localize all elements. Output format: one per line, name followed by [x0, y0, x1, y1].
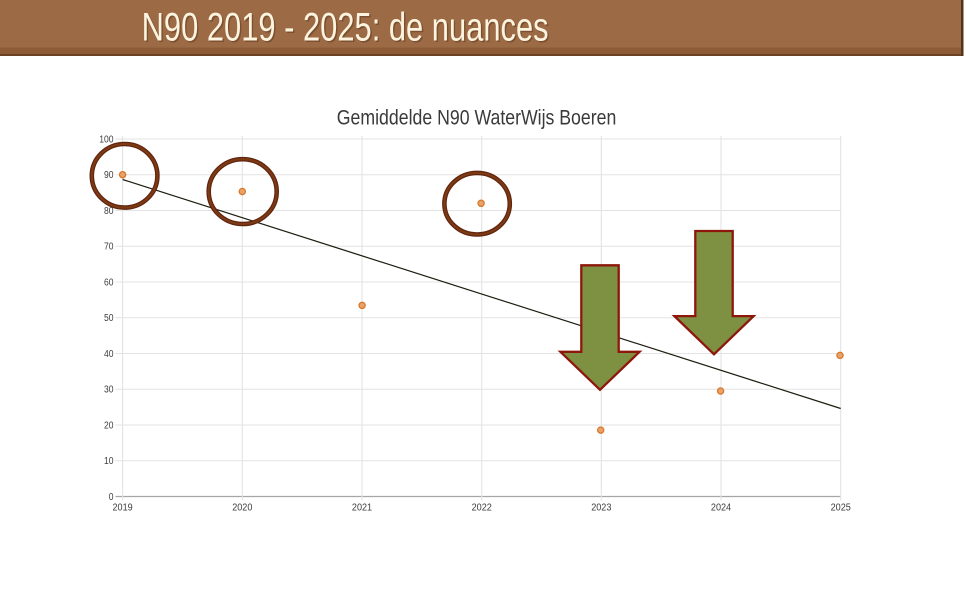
svg-text:100: 100 — [99, 134, 114, 145]
svg-text:2025: 2025 — [831, 503, 852, 514]
svg-text:10: 10 — [104, 456, 114, 467]
svg-text:2021: 2021 — [352, 503, 373, 514]
svg-text:50: 50 — [104, 313, 114, 324]
svg-text:20: 20 — [104, 420, 114, 431]
svg-text:80: 80 — [104, 206, 114, 217]
svg-text:N90 2019 - 2025: de nuances: N90 2019 - 2025: de nuances — [142, 5, 549, 49]
svg-text:70: 70 — [104, 242, 114, 253]
svg-text:40: 40 — [104, 349, 114, 360]
svg-text:2019: 2019 — [113, 503, 134, 514]
svg-text:N90 2019 - 2025: de nuances: N90 2019 - 2025: de nuances — [143, 7, 550, 51]
svg-text:2020: 2020 — [232, 503, 253, 514]
svg-text:90: 90 — [104, 170, 114, 181]
svg-text:60: 60 — [104, 277, 114, 288]
svg-text:2024: 2024 — [711, 503, 732, 514]
svg-text:Gemiddelde N90 WaterWijs Boere: Gemiddelde N90 WaterWijs Boeren — [337, 107, 617, 130]
svg-text:2022: 2022 — [472, 503, 493, 514]
svg-text:0: 0 — [109, 492, 114, 503]
svg-text:2023: 2023 — [591, 503, 612, 514]
svg-text:30: 30 — [104, 385, 114, 396]
